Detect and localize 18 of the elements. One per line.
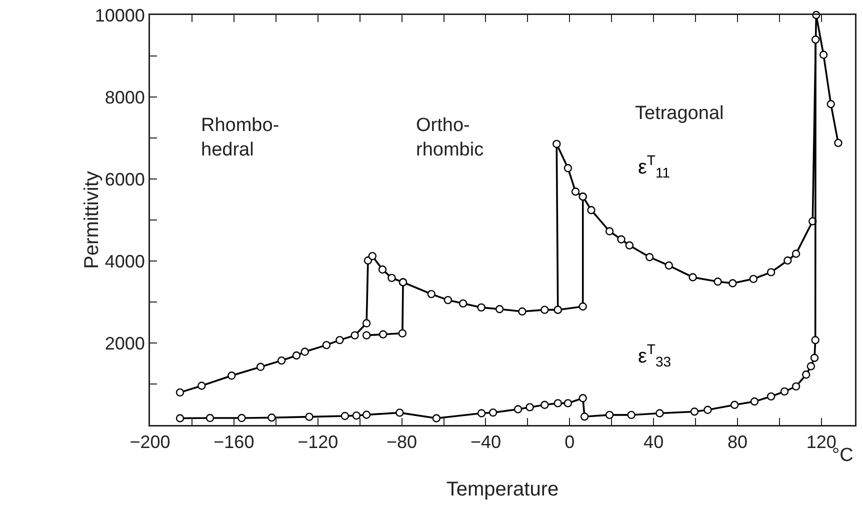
y-tick-label: 8000 [104,87,145,108]
y-axis-title: Permittivity [80,171,103,269]
y-tick-label: 4000 [104,251,145,272]
annotation: Ortho- rhombic [416,115,484,161]
y-tick-label: 6000 [104,169,145,190]
annotation: Rhombo- hedral [201,115,280,161]
x-tick-label: −80 [386,432,418,452]
x-tick-label: 40 [644,432,664,452]
y-tick-label: 10000 [94,5,145,26]
x-tick-label: −200 [130,432,170,452]
x-tick-label: 0 [564,432,575,452]
annotation: Tetragonal [635,103,724,124]
x-tick-label: −120 [298,432,338,452]
x-tick-label: −40 [470,432,501,452]
x-tick-label: −160 [214,432,254,452]
y-tick-label: 2000 [104,333,145,354]
x-tick-label: 80 [727,432,748,452]
x-axis-title: Temperature [446,478,559,500]
